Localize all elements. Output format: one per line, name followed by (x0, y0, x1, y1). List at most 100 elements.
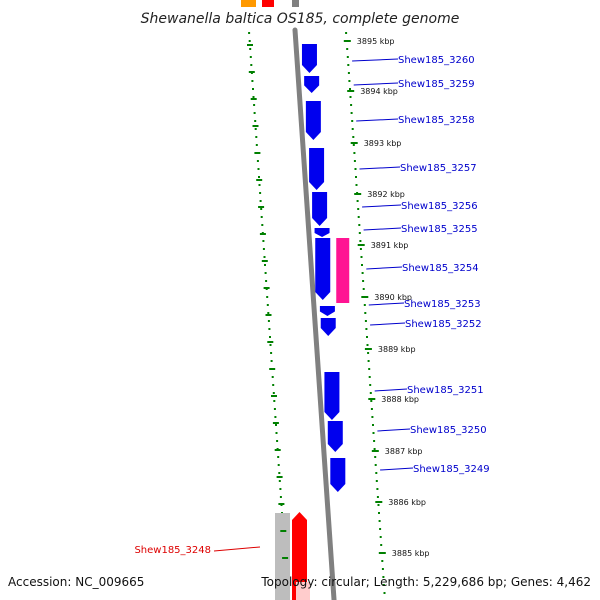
ruler-dot (370, 408, 373, 410)
gene-label[interactable]: Shew185_3248 (134, 545, 211, 556)
gene-label-leader (366, 266, 403, 270)
gene-label[interactable]: Shew185_3259 (398, 79, 475, 90)
ruler-dot (278, 480, 281, 482)
gene-label[interactable]: Shew185_3255 (401, 224, 478, 235)
ruler-dot (260, 216, 263, 218)
pseudo-gene-block[interactable] (275, 513, 290, 600)
gene-label-leader (352, 58, 399, 62)
ruler-dot (377, 504, 380, 506)
ruler-minor-tick (267, 341, 274, 343)
ruler-inner-track (248, 32, 289, 594)
ruler-major-tick (350, 142, 358, 144)
gene-label-leader (363, 227, 402, 231)
gene-arrow-plus[interactable] (309, 148, 325, 190)
ruler-dot (358, 224, 361, 226)
gene-arrow-plus[interactable] (330, 458, 346, 492)
gene-fragment-light (296, 582, 310, 600)
ruler-dot (368, 368, 371, 370)
ruler-major-tick (357, 244, 365, 246)
ruler-minor-tick (256, 179, 263, 181)
ruler-minor-tick (282, 557, 289, 559)
gene-label[interactable]: Shew185_3253 (404, 299, 481, 310)
gene-label[interactable]: Shew185_3251 (407, 385, 484, 396)
ruler-dot (352, 136, 355, 138)
gene-label-leader (359, 166, 401, 170)
ruler-dot (363, 304, 366, 306)
gene-arrow-minus[interactable] (292, 512, 307, 600)
ruler-dot (348, 80, 351, 82)
ruler-dot (381, 560, 384, 562)
gene-arrow-plus[interactable] (320, 318, 336, 336)
gene-label-leader (362, 204, 402, 208)
ruler-dot (258, 176, 260, 178)
ruler-dot (266, 304, 269, 306)
gene-label[interactable]: Shew185_3249 (413, 464, 490, 475)
ruler-dot (354, 168, 357, 170)
ruler-dot (275, 432, 278, 434)
ruler-dot (255, 144, 258, 146)
gene-label-leader (377, 428, 411, 432)
gene-arrow-plus[interactable] (301, 44, 317, 73)
gene-arrow-plus[interactable] (305, 101, 321, 140)
gene-label[interactable]: Shew185_3250 (410, 425, 487, 436)
ruler-dot (273, 408, 276, 410)
ruler-dot (372, 432, 375, 434)
ruler-dot (355, 184, 358, 186)
ruler-major-tick (347, 90, 355, 92)
ruler-major-tick (343, 40, 351, 42)
rna-gene-block[interactable] (336, 238, 350, 303)
ruler-dot (378, 512, 380, 514)
ruler-dot (253, 104, 256, 106)
ruler-tick-label: 3892 kbp (367, 190, 405, 199)
ruler-dot (270, 360, 273, 362)
ruler-dot (373, 448, 376, 450)
backbone-fragment (292, 0, 299, 7)
gene-label[interactable]: Shew185_3256 (401, 201, 478, 212)
gene-arrow-plus[interactable] (315, 238, 331, 300)
ruler-dot (261, 224, 264, 226)
ruler-minor-tick (274, 449, 281, 451)
gene-label-leader (368, 302, 405, 306)
ruler-dot (376, 496, 379, 498)
ruler-tick-label: 3886 kbp (388, 498, 426, 507)
accession-text: Accession: NC_009665 (8, 575, 144, 589)
ruler-dot (376, 488, 379, 490)
ruler-dot (366, 344, 369, 346)
ruler-minor-tick (276, 476, 283, 478)
ruler-minor-tick (265, 314, 272, 316)
gene-label[interactable]: Shew185_3260 (398, 55, 475, 66)
ruler-dot (379, 536, 382, 538)
ruler-dot (259, 200, 262, 202)
ruler-major-tick (364, 348, 372, 350)
gene-arrow-plus[interactable] (314, 228, 330, 237)
gene-arrow-plus[interactable] (319, 306, 335, 316)
gene-label[interactable]: Shew185_3258 (398, 115, 475, 126)
genome-title: Shewanella baltica OS185, complete genom… (141, 11, 460, 27)
gene-arrow-plus[interactable] (304, 76, 320, 93)
gene-arrow-plus[interactable] (327, 421, 343, 452)
ruler-dot (359, 240, 362, 242)
ruler-dot (251, 80, 254, 82)
ruler-dot (382, 584, 385, 586)
ruler-dot (380, 544, 383, 546)
ruler-dot (268, 328, 271, 330)
ruler-dot (372, 424, 374, 426)
gene-label[interactable]: Shew185_3257 (400, 163, 477, 174)
ruler-dot (267, 320, 270, 322)
ruler-dot (271, 376, 274, 378)
ruler-major-tick (368, 398, 376, 400)
gene-arrow-plus[interactable] (312, 192, 328, 226)
ruler-major-tick (375, 501, 383, 503)
gene-label[interactable]: Shew185_3252 (405, 319, 482, 330)
gene-label[interactable]: Shew185_3254 (402, 263, 479, 274)
ruler-tick-label: 3893 kbp (364, 139, 402, 148)
ruler-tick-label: 3894 kbp (360, 87, 398, 96)
gene-arrow-plus[interactable] (324, 372, 340, 420)
ruler-dot (369, 392, 372, 394)
ruler-minor-tick (259, 233, 266, 235)
ruler-dot (375, 480, 378, 482)
ruler-dot (347, 72, 350, 74)
ruler-dot (367, 352, 370, 354)
ruler-dot (362, 280, 365, 282)
